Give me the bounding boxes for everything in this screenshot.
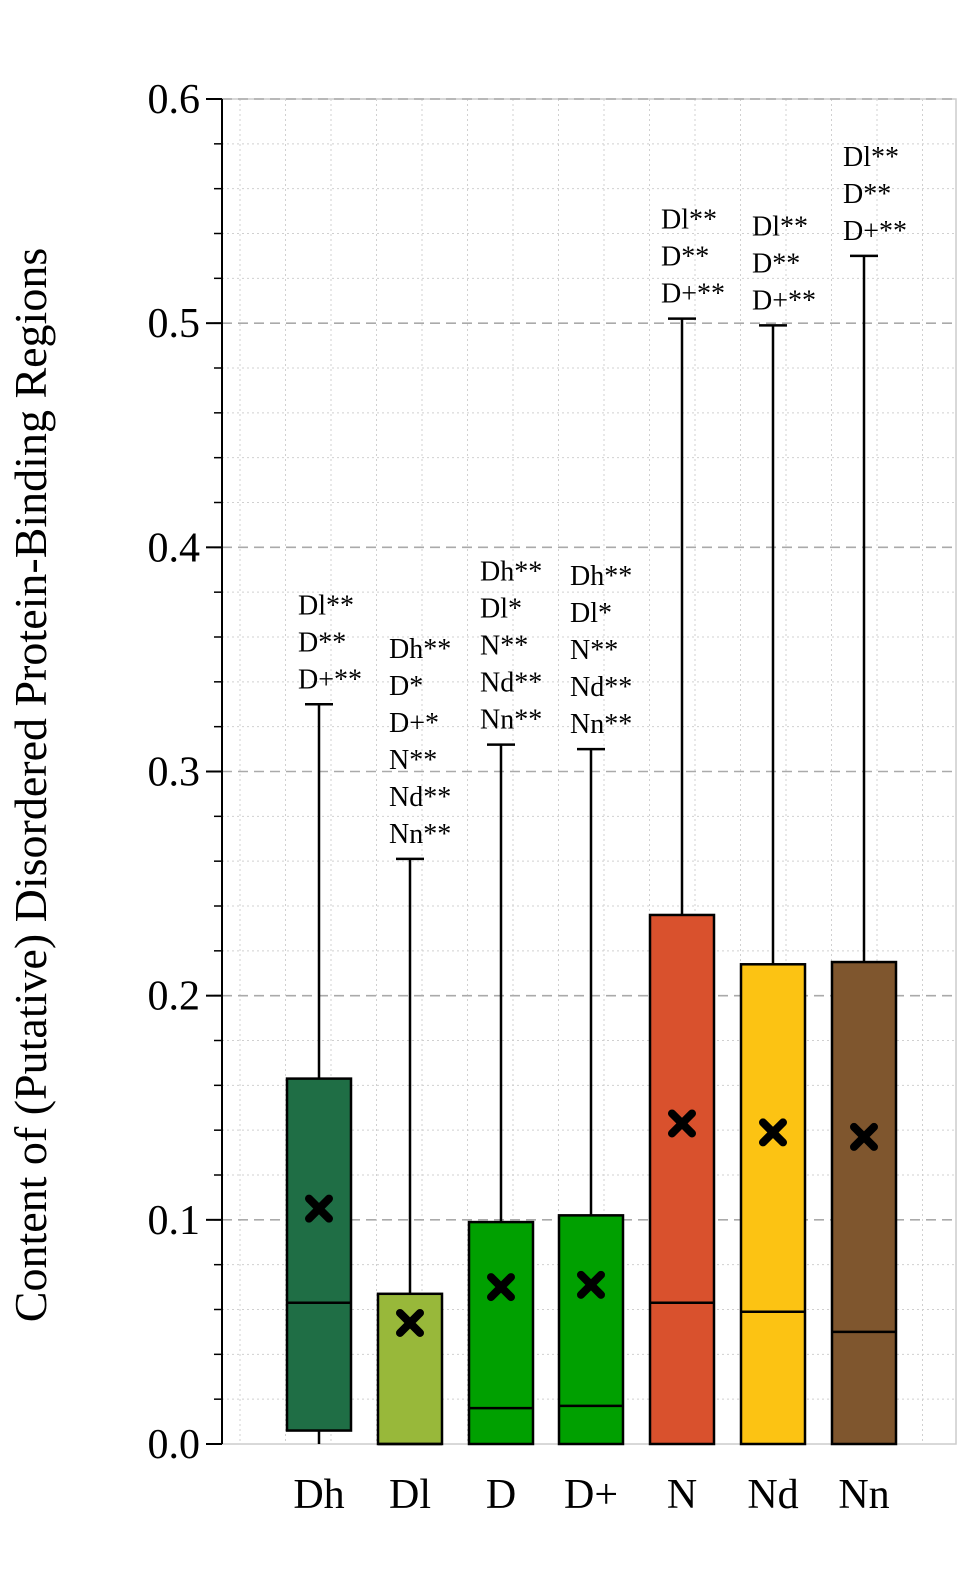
y-axis-label: Content of (Putative) Disordered Protein…	[5, 248, 56, 1322]
significance-label: D**	[752, 248, 800, 279]
x-tick-label: N	[667, 1472, 697, 1518]
mean-marker	[487, 1273, 515, 1302]
mean-marker	[668, 1109, 696, 1138]
significance-label: Dh**	[570, 561, 632, 592]
significance-label: Nd**	[389, 782, 451, 813]
significance-label: Dl**	[298, 590, 354, 621]
box-dh	[285, 703, 353, 1444]
significance-label: Nn**	[480, 705, 542, 736]
significance-annotations: Dl** D** D+** Dh** D* D+* N** Nd** Nn** Dh** Dl* N*…	[298, 142, 907, 850]
x-tick-label: Nn	[838, 1472, 889, 1518]
y-tick-label: 0.5	[148, 301, 201, 347]
significance-label: N**	[570, 635, 618, 666]
significance-label: D+**	[661, 279, 725, 310]
box-nd	[739, 324, 807, 1446]
significance-label: D+**	[843, 216, 907, 247]
x-axis-labels: Dh Dl D D+ N Nd Nn	[293, 1472, 889, 1518]
box-dplus	[557, 747, 625, 1446]
box-body	[285, 1077, 353, 1432]
x-tick-label: Dl	[389, 1472, 431, 1518]
significance-label: Nd**	[480, 668, 542, 699]
significance-label: D+**	[752, 285, 816, 316]
box-body	[739, 963, 807, 1446]
y-tick-label: 0.2	[148, 974, 201, 1020]
box-d	[467, 743, 535, 1446]
significance-label: Dl*	[480, 594, 522, 625]
significance-label: Dl**	[843, 142, 899, 173]
significance-label: D*	[389, 671, 423, 702]
y-tick-label: 0.0	[148, 1422, 201, 1468]
mean-marker	[577, 1270, 605, 1299]
y-tick-label: 0.4	[148, 525, 201, 571]
box-body	[376, 1292, 444, 1446]
mean-marker	[759, 1118, 787, 1147]
box-body	[830, 960, 898, 1446]
significance-label: D**	[661, 242, 709, 273]
significance-label: Dl*	[570, 598, 612, 629]
mean-marker	[850, 1122, 878, 1151]
significance-label: D+**	[298, 664, 362, 695]
y-tick-label: 0.1	[148, 1198, 201, 1244]
x-tick-label: Nd	[747, 1472, 798, 1518]
significance-label: Nn**	[389, 819, 451, 850]
mean-marker	[396, 1308, 424, 1337]
y-axis: 0.0 0.1 0.2 0.3 0.4 0.5 0.6	[148, 77, 223, 1468]
box-nn	[830, 254, 898, 1446]
mean-marker	[305, 1194, 333, 1223]
box-dl	[376, 857, 444, 1446]
significance-label: D**	[298, 627, 346, 658]
significance-label: Nd**	[570, 672, 632, 703]
x-tick-label: D+	[564, 1472, 618, 1518]
significance-label: Dl**	[661, 205, 717, 236]
box-body	[648, 913, 716, 1446]
significance-label: Dh**	[480, 557, 542, 588]
significance-label: D+*	[389, 708, 439, 739]
significance-label: N**	[389, 745, 437, 776]
box-body	[557, 1214, 625, 1446]
significance-label: N**	[480, 631, 528, 662]
significance-label: Dh**	[389, 634, 451, 665]
significance-label: Nn**	[570, 709, 632, 740]
box-n	[648, 317, 716, 1446]
significance-label: D**	[843, 179, 891, 210]
x-tick-label: Dh	[293, 1472, 344, 1518]
box-body	[467, 1220, 535, 1446]
boxes	[285, 254, 898, 1446]
y-tick-label: 0.3	[148, 750, 201, 796]
y-tick-label: 0.6	[148, 77, 201, 123]
x-tick-label: D	[486, 1472, 516, 1518]
significance-label: Dl**	[752, 211, 808, 242]
